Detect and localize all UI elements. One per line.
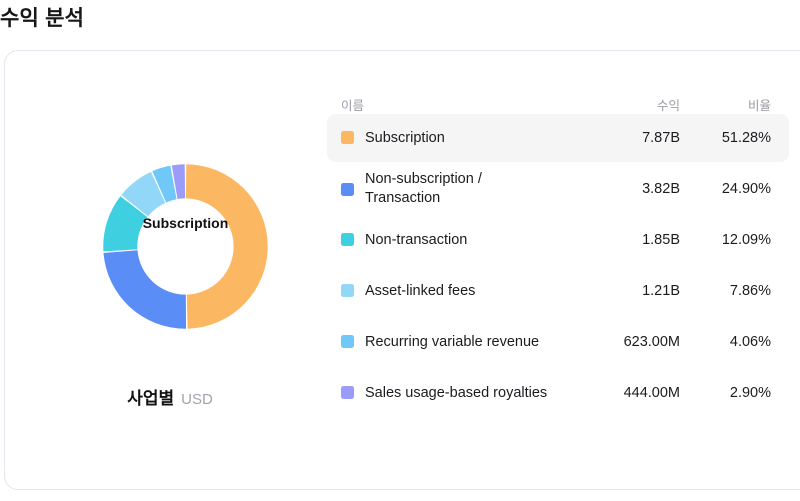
table-header-row: 이름 수익 비율	[327, 84, 789, 114]
column-header-ratio[interactable]: 비율	[747, 99, 771, 113]
row-name-cell: Non-subscription / Transaction	[341, 170, 570, 207]
row-name-label: Recurring variable revenue	[365, 333, 540, 350]
revenue-breakdown-table: 이름 수익 비율 Subscription 7.87B 51.28% Non-subs…	[327, 84, 789, 420]
row-name-cell: Recurring variable revenue	[341, 333, 570, 352]
legend-color-swatch-icon	[341, 131, 354, 145]
donut-chart[interactable]: Subscription	[98, 159, 273, 334]
column-header-name[interactable]: 이름	[341, 99, 365, 113]
table-body: Subscription 7.87B 51.28% Non-subscription …	[327, 114, 789, 417]
donut-slice[interactable]	[103, 196, 148, 252]
revenue-analysis-card: Subscription 사업별 USD 이름 수익 비율 Subscriptio…	[4, 50, 800, 490]
page-title: 수익 분석	[0, 7, 85, 30]
donut-slice[interactable]	[121, 171, 166, 217]
row-name-cell: Sales usage-based royalties	[341, 384, 570, 403]
row-revenue-value: 1.21B	[642, 283, 680, 299]
legend-color-swatch-icon	[341, 182, 354, 196]
row-revenue-value: 623.00M	[623, 334, 680, 350]
table-row[interactable]: Subscription 7.87B 51.28%	[327, 114, 789, 162]
row-name-cell: Subscription	[341, 129, 570, 148]
row-ratio-value: 24.90%	[721, 181, 771, 197]
legend-color-swatch-icon	[341, 233, 354, 247]
row-name-cell: Asset-linked fees	[341, 282, 570, 301]
row-revenue-value: 444.00M	[623, 385, 680, 401]
row-ratio-value: 4.06%	[729, 334, 771, 350]
donut-slice[interactable]	[152, 165, 177, 203]
row-name-label: Subscription	[365, 129, 445, 146]
row-name-label: Non-subscription / Transaction	[365, 171, 482, 206]
chart-footer-dimension: 사업별	[127, 389, 175, 408]
legend-color-swatch-icon	[341, 335, 354, 349]
row-ratio-value: 7.86%	[729, 283, 771, 299]
row-revenue-value: 1.85B	[642, 232, 680, 248]
row-name-label: Asset-linked fees	[365, 282, 476, 299]
donut-chart-panel: Subscription 사업별 USD	[5, 51, 335, 451]
chart-footer: 사업별 USD	[5, 384, 335, 409]
row-revenue-value: 7.87B	[642, 130, 680, 146]
legend-color-swatch-icon	[341, 284, 354, 298]
row-revenue-value: 3.82B	[642, 181, 680, 197]
chart-footer-unit: USD	[181, 391, 213, 408]
table-row[interactable]: Recurring variable revenue 623.00M 4.06%	[327, 318, 789, 366]
table-row[interactable]: Non-subscription / Transaction 3.82B 24.90…	[327, 165, 789, 213]
table-row[interactable]: Non-transaction 1.85B 12.09%	[327, 216, 789, 264]
table-row[interactable]: Sales usage-based royalties 444.00M 2.90%	[327, 369, 789, 417]
donut-chart-svg	[103, 164, 268, 329]
donut-slice[interactable]	[103, 250, 187, 329]
row-ratio-value: 51.28%	[721, 130, 771, 146]
row-name-label: Non-transaction	[365, 231, 468, 248]
row-ratio-value: 12.09%	[721, 232, 771, 248]
donut-slice[interactable]	[171, 164, 186, 200]
donut-segments[interactable]	[103, 164, 268, 329]
donut-slice[interactable]	[185, 164, 268, 329]
table-row[interactable]: Asset-linked fees 1.21B 7.86%	[327, 267, 789, 315]
column-header-revenue[interactable]: 수익	[656, 99, 680, 113]
row-name-cell: Non-transaction	[341, 231, 570, 250]
row-ratio-value: 2.90%	[729, 385, 771, 401]
legend-color-swatch-icon	[341, 386, 354, 400]
row-name-label: Sales usage-based royalties	[365, 384, 548, 401]
